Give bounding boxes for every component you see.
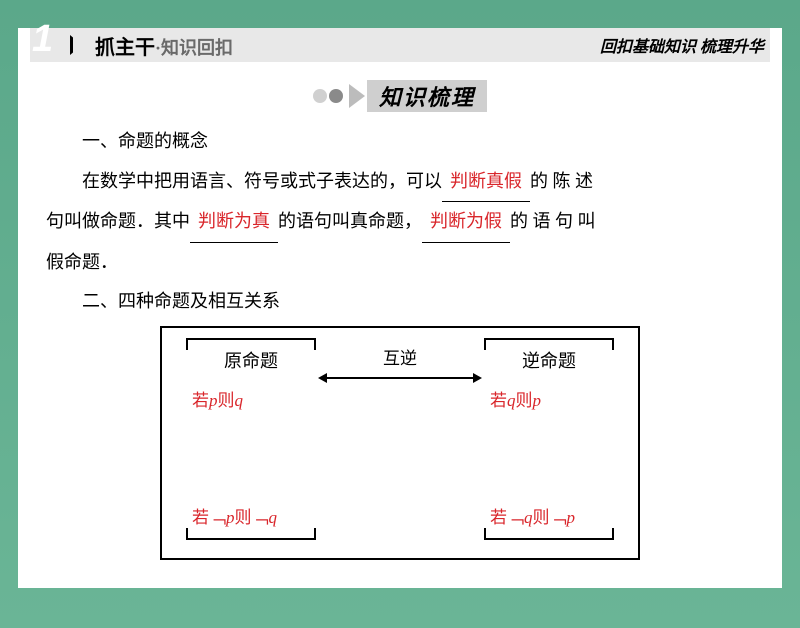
relation-diagram: 原命题 若p则q 互逆 逆命题 若q则p [160, 326, 640, 560]
header-right: 回扣基础知识 梳理升华 [600, 33, 764, 57]
relation-label: 互逆 [316, 340, 484, 377]
box-title: 原命题 [186, 342, 316, 382]
chevron-icon [70, 35, 85, 55]
box-original: 原命题 若p则q [186, 338, 316, 419]
paragraph-line: 句叫做命题．其中判断为真的语句叫真命题，判断为假的 语 句 叫 [46, 202, 754, 243]
box-formula: 若p则q [186, 382, 316, 419]
header-title-bold: 抓主干 [95, 37, 155, 59]
header-title-sub: ·知识回扣 [155, 38, 233, 58]
ribbon-label: 知识梳理 [367, 80, 487, 112]
box-title: 逆命题 [484, 342, 614, 382]
dot-icon [329, 89, 343, 103]
section-number: 1 [32, 18, 53, 61]
relation-top: 互逆 [316, 338, 484, 379]
box-converse: 逆命题 若q则p [484, 338, 614, 419]
double-arrow-icon [320, 377, 480, 379]
diagram-row-top: 原命题 若p则q 互逆 逆命题 若q则p [186, 338, 614, 419]
content: 一、命题的概念 在数学中把用语言、符号或式子表达的，可以判断真假的 陈 述 句叫… [18, 112, 782, 560]
heading-2: 二、四种命题及相互关系 [46, 282, 754, 322]
blank-1: 判断真假 [442, 162, 530, 203]
box-formula: 若﹁p则﹁q [186, 499, 316, 536]
box-formula: 若q则p [484, 382, 614, 419]
page: 1 抓主干·知识回扣 回扣基础知识 梳理升华 知识梳理 一、命题的概念 在数学中… [18, 28, 782, 588]
paragraph-line: 在数学中把用语言、符号或式子表达的，可以判断真假的 陈 述 [46, 162, 754, 203]
heading-1: 一、命题的概念 [46, 122, 754, 162]
blank-3: 判断为假 [422, 202, 510, 243]
diagram-gap [186, 419, 614, 499]
arrow-icon [349, 84, 365, 108]
text: 句叫做命题．其中 [46, 211, 190, 231]
text: 在数学中把用语言、符号或式子表达的，可以 [82, 171, 442, 191]
box-inverse: 若﹁p则﹁q [186, 499, 316, 540]
text: 的 语 句 叫 [510, 211, 596, 231]
text: 的语句叫真命题， [278, 211, 422, 231]
box-contrapositive: 若﹁q则﹁p [484, 499, 614, 540]
box-formula: 若﹁q则﹁p [484, 499, 614, 536]
dot-icon [313, 89, 327, 103]
section-ribbon: 知识梳理 [18, 80, 782, 112]
diagram-row-bottom: 若﹁p则﹁q 若﹁q则﹁p [186, 499, 614, 540]
header-title: 抓主干·知识回扣 [95, 31, 233, 60]
header-bar: 1 抓主干·知识回扣 回扣基础知识 梳理升华 [30, 28, 770, 62]
text: 的 陈 述 [530, 171, 593, 191]
paragraph-line: 假命题． [46, 243, 754, 283]
blank-2: 判断为真 [190, 202, 278, 243]
